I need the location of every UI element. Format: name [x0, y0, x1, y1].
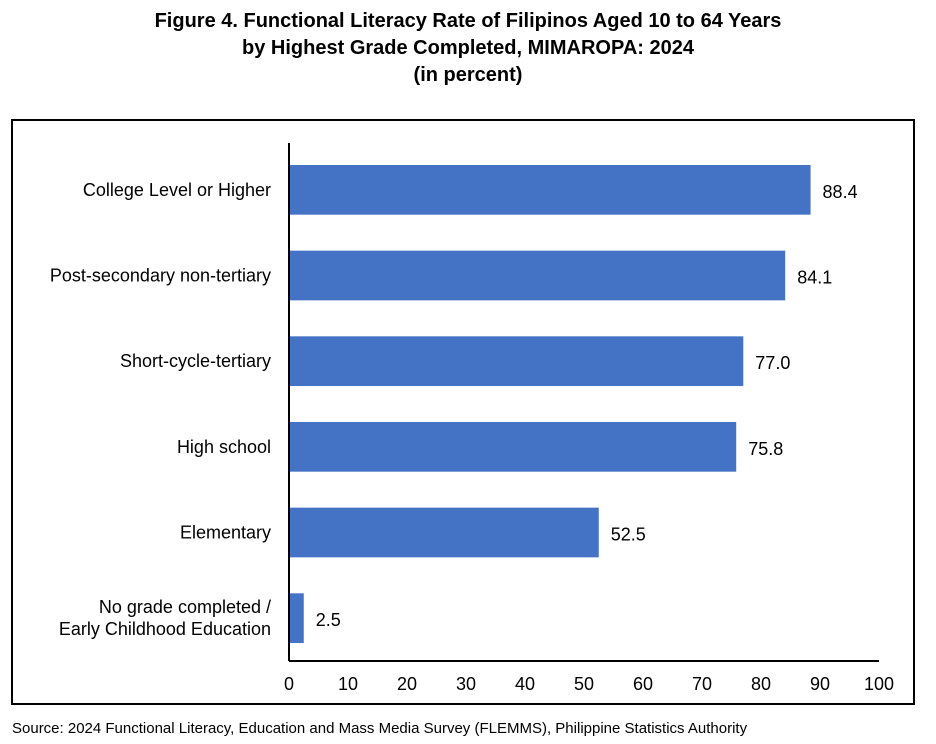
- bar-chart: 88.4 College Level or Higher 84.1 Post-seco…: [50, 143, 894, 694]
- chart-title: Figure 4. Functional Literacy Rate of Fi…: [0, 8, 936, 89]
- category-label-5-line-1: Early Childhood Education: [59, 619, 271, 639]
- x-tick-label-50: 50: [574, 674, 594, 694]
- category-label-0: College Level or Higher: [83, 180, 271, 200]
- x-tick-label-80: 80: [751, 674, 771, 694]
- chart-title-line-1: Figure 4. Functional Literacy Rate of Fi…: [154, 10, 782, 32]
- x-tick-label-20: 20: [397, 674, 417, 694]
- value-label-3: 75.8: [748, 439, 783, 459]
- chart-frame: 88.4 College Level or Higher 84.1 Post-seco…: [11, 119, 915, 705]
- x-tick-label-100: 100: [864, 674, 894, 694]
- category-label-2: Short-cycle-tertiary: [120, 351, 271, 371]
- value-label-1: 84.1: [797, 268, 832, 288]
- category-label-3: High school: [177, 437, 271, 457]
- x-tick-label-70: 70: [692, 674, 712, 694]
- x-tick-label-60: 60: [633, 674, 653, 694]
- value-label-0: 88.4: [823, 182, 858, 202]
- bar-2: [289, 336, 744, 387]
- value-label-2: 77.0: [755, 353, 790, 373]
- value-label-4: 52.5: [611, 525, 646, 545]
- bar-1: [289, 250, 786, 301]
- source-note: Source: 2024 Functional Literacy, Educat…: [12, 720, 748, 737]
- x-tick-label-0: 0: [284, 674, 294, 694]
- x-tick-label-30: 30: [456, 674, 476, 694]
- x-tick-label-90: 90: [810, 674, 830, 694]
- bar-4: [289, 507, 599, 558]
- category-label-4: Elementary: [180, 523, 271, 543]
- x-tick-label-10: 10: [338, 674, 358, 694]
- category-label-1: Post-secondary non-tertiary: [50, 266, 271, 286]
- chart-title-line-3: (in percent): [413, 64, 523, 86]
- chart-title-line-2: by Highest Grade Completed, MIMAROPA: 20…: [242, 37, 694, 59]
- bar-3: [289, 421, 737, 472]
- value-label-5: 2.5: [316, 610, 341, 630]
- x-tick-label-40: 40: [515, 674, 535, 694]
- bar-5: [289, 593, 304, 644]
- category-label-5-line-0: No grade completed /: [99, 597, 271, 617]
- bar-0: [289, 164, 811, 215]
